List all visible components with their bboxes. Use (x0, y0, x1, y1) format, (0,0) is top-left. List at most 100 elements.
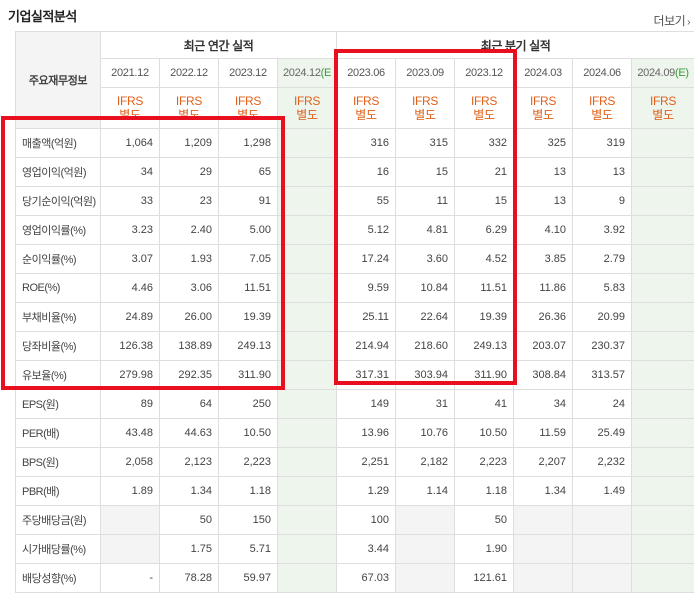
value-cell: 17.24 (337, 245, 396, 274)
row-label: 순이익률(%) (16, 245, 101, 274)
value-cell: 24.89 (101, 303, 160, 332)
value-cell: 1,298 (219, 129, 278, 158)
value-cell: 3.92 (573, 216, 632, 245)
separate-label: 별도 (160, 108, 218, 122)
value-cell: 13.96 (337, 419, 396, 448)
value-cell: 78.28 (160, 564, 219, 593)
value-cell: 2,232 (573, 448, 632, 477)
value-cell: 26.36 (514, 303, 573, 332)
ifrs-label: IFRS (337, 94, 395, 108)
value-cell: 2,207 (514, 448, 573, 477)
value-cell (396, 506, 455, 535)
row-label: EPS(원) (16, 390, 101, 419)
value-cell: 50 (160, 506, 219, 535)
value-cell: 2.79 (573, 245, 632, 274)
value-cell: 325 (514, 129, 573, 158)
estimate-marker: (E) (675, 67, 689, 79)
value-cell: 2,251 (337, 448, 396, 477)
value-cell: 5.71 (219, 535, 278, 564)
value-cell: 203.07 (514, 332, 573, 361)
separate-label: 별도 (219, 108, 277, 122)
period-header: 2023.12 (455, 59, 514, 88)
value-cell: 1.18 (219, 477, 278, 506)
annual-group-header: 최근 연간 실적 (101, 32, 337, 59)
period-label: 2021.12 (111, 67, 149, 79)
value-cell: 43.48 (101, 419, 160, 448)
value-cell: 31 (396, 390, 455, 419)
value-cell (573, 535, 632, 564)
value-cell: 5.00 (219, 216, 278, 245)
value-cell (278, 332, 337, 361)
value-cell: 1,064 (101, 129, 160, 158)
value-cell: 1.49 (573, 477, 632, 506)
value-cell: 316 (337, 129, 396, 158)
period-label: 2023.12 (465, 67, 503, 79)
value-cell: 1.34 (514, 477, 573, 506)
value-cell: 1.75 (160, 535, 219, 564)
value-cell: 34 (514, 390, 573, 419)
ifrs-label: IFRS (514, 94, 572, 108)
value-cell (632, 390, 694, 419)
value-cell: 311.90 (455, 361, 514, 390)
row-label: 시가배당률(%) (16, 535, 101, 564)
period-label: 2024.12 (283, 67, 321, 79)
value-cell: 3.07 (101, 245, 160, 274)
value-cell (632, 245, 694, 274)
value-cell: 15 (396, 158, 455, 187)
row-label: 영업이익(억원) (16, 158, 101, 187)
value-cell (573, 564, 632, 593)
value-cell (514, 506, 573, 535)
value-cell: 313.57 (573, 361, 632, 390)
value-cell: 13 (514, 187, 573, 216)
value-cell: 6.29 (455, 216, 514, 245)
value-cell (632, 187, 694, 216)
value-cell (396, 564, 455, 593)
value-cell: 41 (455, 390, 514, 419)
value-cell (632, 274, 694, 303)
value-cell: 13 (573, 158, 632, 187)
value-cell: 23 (160, 187, 219, 216)
row-label: PER(배) (16, 419, 101, 448)
value-cell: 317.31 (337, 361, 396, 390)
value-cell (101, 535, 160, 564)
ifrs-label: IFRS (278, 94, 336, 108)
row-label: 유보율(%) (16, 361, 101, 390)
value-cell: 100 (337, 506, 396, 535)
more-link[interactable]: 더보기› (654, 12, 690, 29)
period-header: 2021.12 (101, 59, 160, 88)
value-cell: 29 (160, 158, 219, 187)
value-cell (278, 535, 337, 564)
value-cell: 11.51 (219, 274, 278, 303)
value-cell: 2,123 (160, 448, 219, 477)
period-label: 2022.12 (170, 67, 208, 79)
value-cell: 64 (160, 390, 219, 419)
value-cell (632, 448, 694, 477)
value-cell (278, 158, 337, 187)
separate-label: 별도 (455, 108, 513, 122)
value-cell: 22.64 (396, 303, 455, 332)
value-cell (278, 129, 337, 158)
period-header: 2024.09(E) (632, 59, 694, 88)
value-cell: 138.89 (160, 332, 219, 361)
separate-label: 별도 (101, 108, 159, 122)
value-cell: 218.60 (396, 332, 455, 361)
value-cell (278, 245, 337, 274)
period-header: 2023.09 (396, 59, 455, 88)
value-cell: 249.13 (219, 332, 278, 361)
value-cell: 303.94 (396, 361, 455, 390)
value-cell (514, 564, 573, 593)
row-label: 당좌비율(%) (16, 332, 101, 361)
row-label: 당기순이익(억원) (16, 187, 101, 216)
value-cell: 1.89 (101, 477, 160, 506)
section-title: 기업실적분석 (8, 6, 77, 25)
annual-group-label: 최근 연간 실적 (184, 39, 254, 53)
value-cell: 2,182 (396, 448, 455, 477)
